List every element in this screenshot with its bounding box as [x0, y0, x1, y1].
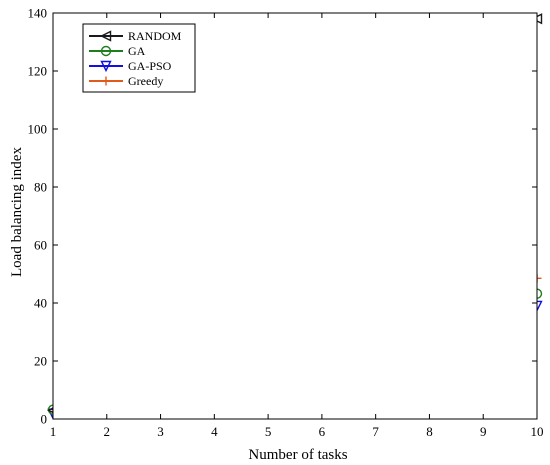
legend-entry-ga: GA	[89, 44, 146, 58]
x-tick-label: 1	[50, 424, 57, 439]
y-tick-label: 0	[41, 412, 48, 427]
x-tick-label: 5	[265, 424, 272, 439]
legend-label: GA	[128, 44, 146, 58]
y-tick-label: 60	[34, 238, 47, 253]
legend-marker	[101, 76, 111, 86]
y-tick-label: 80	[34, 180, 47, 195]
x-tick-label: 8	[426, 424, 433, 439]
x-tick-label: 4	[211, 424, 218, 439]
x-tick-label: 2	[104, 424, 111, 439]
y-tick-label: 20	[34, 354, 47, 369]
y-tick-label: 120	[28, 64, 48, 79]
x-tick-label: 10	[531, 424, 544, 439]
legend-entry-random: RANDOM	[89, 29, 182, 43]
x-tick-label: 6	[319, 424, 326, 439]
x-tick-label: 3	[157, 424, 164, 439]
legend-marker	[100, 45, 112, 57]
legend-label: GA-PSO	[128, 59, 172, 73]
x-axis-title: Number of tasks	[248, 447, 347, 463]
legend-label: Greedy	[128, 74, 163, 88]
y-tick-label: 40	[34, 296, 47, 311]
y-axis-title: Load balancing index	[9, 147, 25, 277]
x-tick-label: 7	[372, 424, 379, 439]
legend-label: RANDOM	[128, 29, 182, 43]
legend-marker	[99, 30, 112, 42]
x-tick-label: 9	[480, 424, 487, 439]
y-tick-label: 100	[28, 122, 48, 137]
legend-entry-ga-pso: GA-PSO	[89, 59, 172, 73]
legend-entry-greedy: Greedy	[89, 74, 163, 88]
legend-marker	[100, 60, 112, 73]
y-tick-label: 140	[28, 6, 48, 21]
